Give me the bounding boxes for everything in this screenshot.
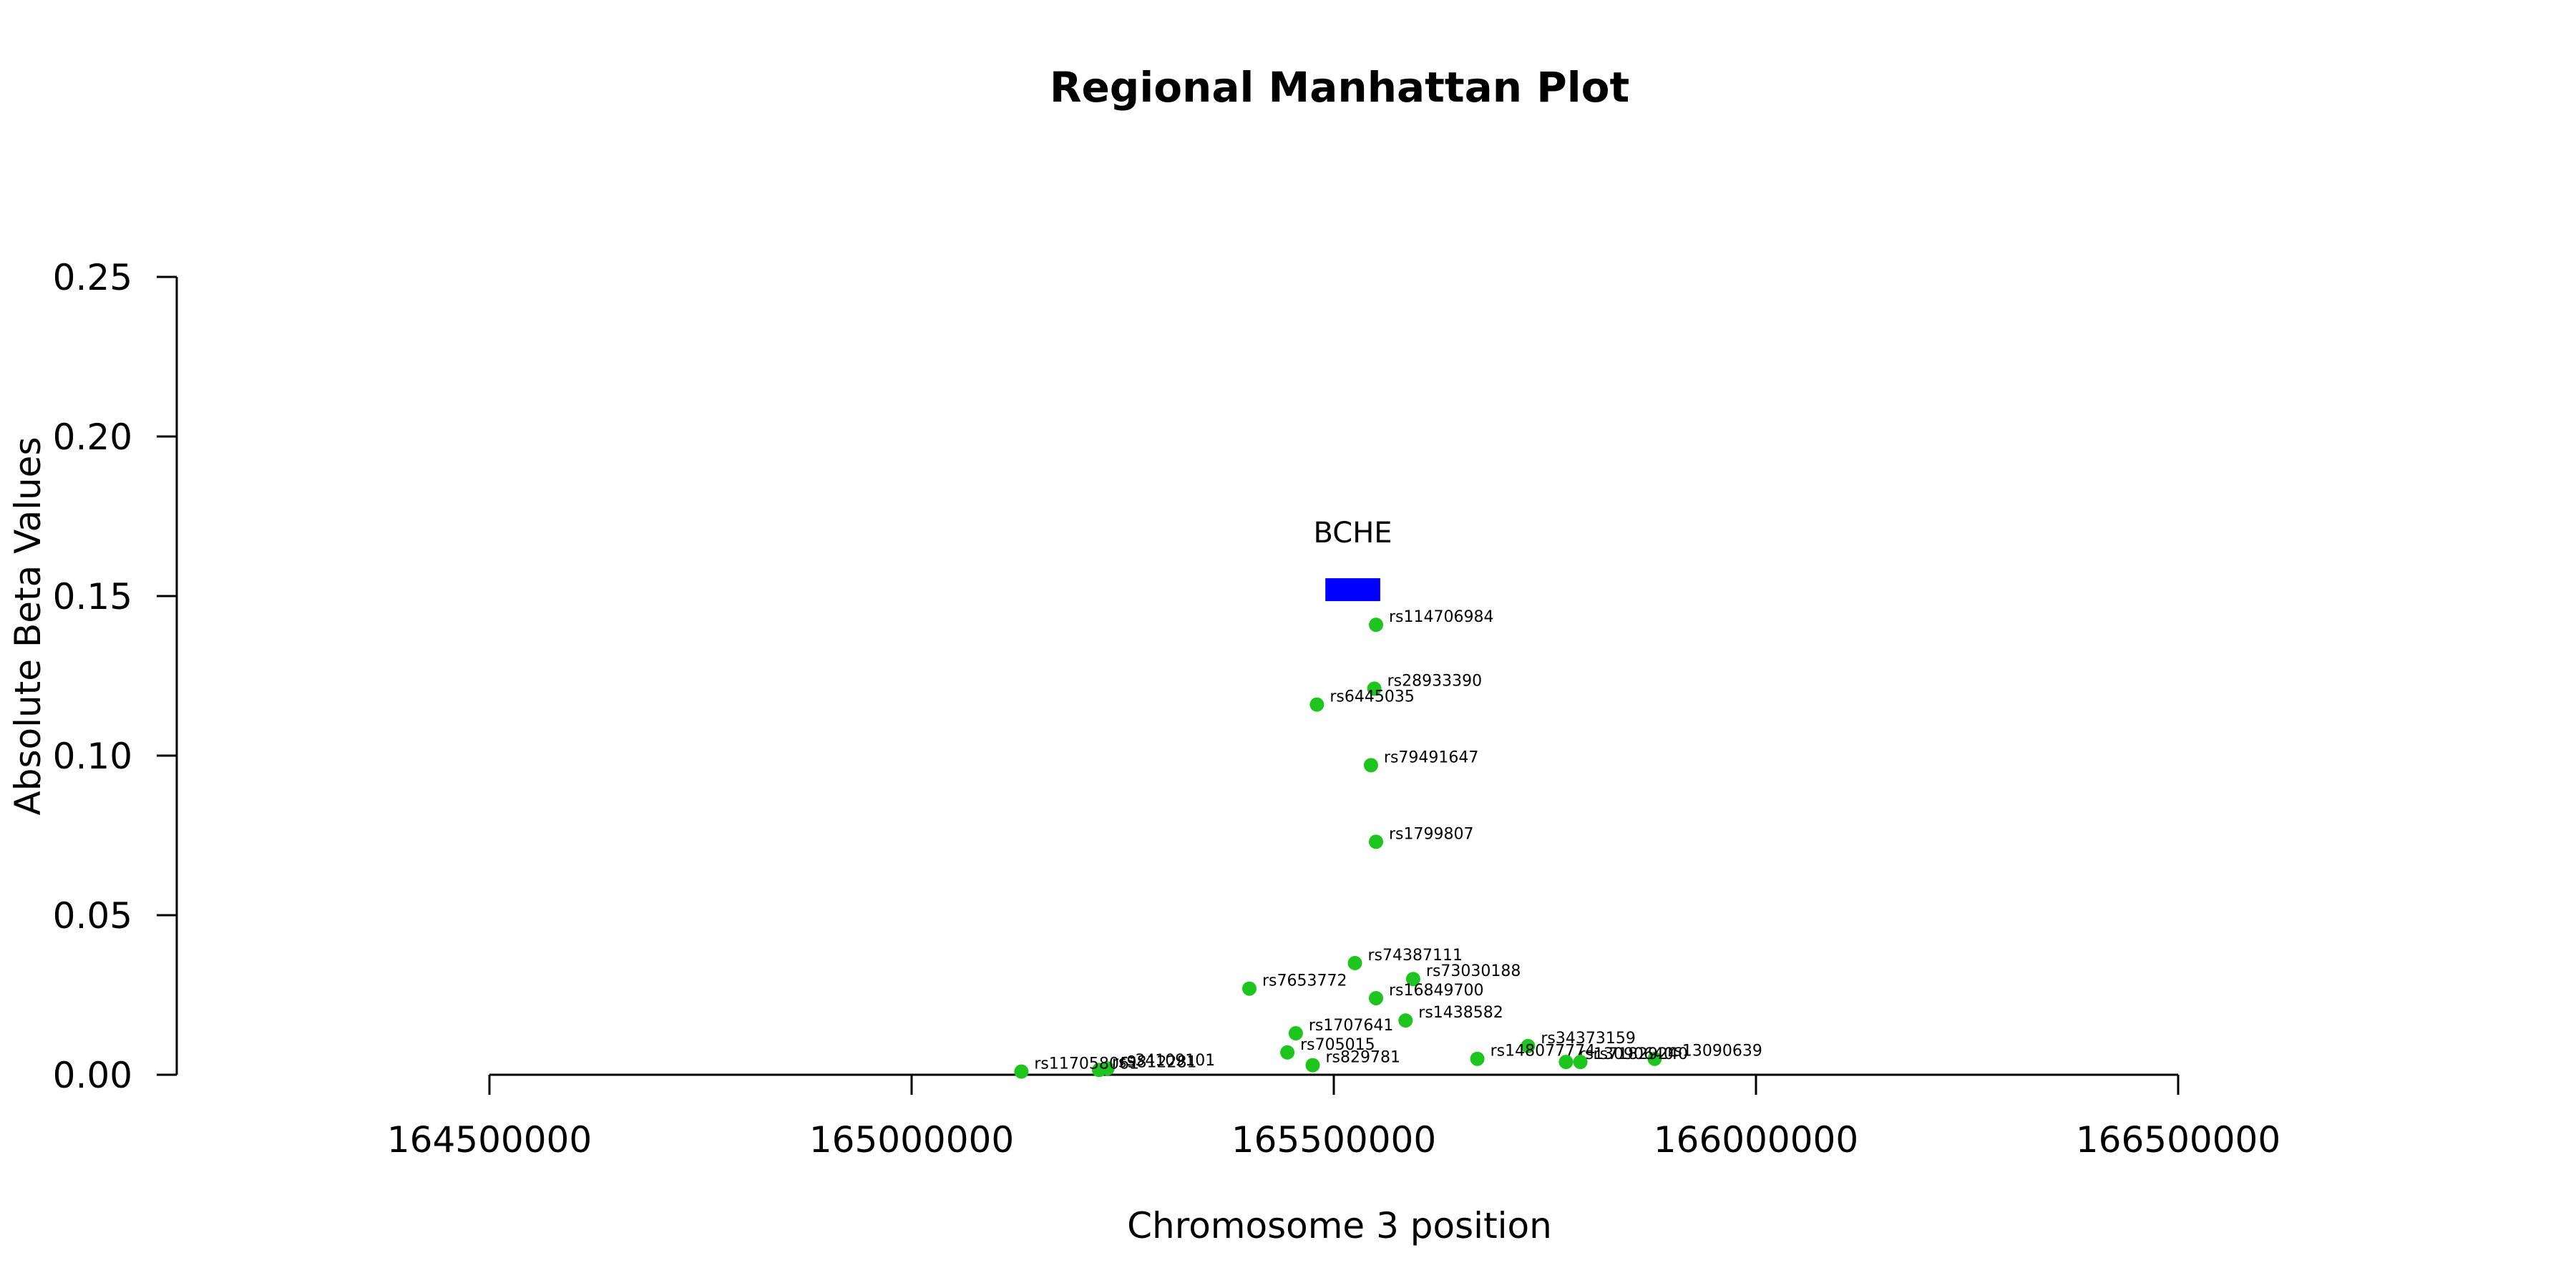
snp-point xyxy=(1280,1045,1295,1060)
snp-label: rs1438582 xyxy=(1418,1004,1503,1022)
snp-point xyxy=(1014,1064,1029,1079)
y-tick-label: 0.10 xyxy=(53,736,132,777)
x-axis: 164500000 165000000 165500000 166000000 1665… xyxy=(387,1073,2280,1161)
snp-label: rs28933390 xyxy=(1387,672,1482,690)
snp-label: rs71829240 xyxy=(1594,1045,1688,1063)
y-tick-label: 0.20 xyxy=(53,416,132,458)
y-axis: 0.00 0.05 0.10 0.15 0.20 0.25 xyxy=(53,257,178,1096)
snp-label: rs16849700 xyxy=(1389,982,1483,1000)
snp-label: rs34373159 xyxy=(1541,1030,1635,1048)
snp-point xyxy=(1369,834,1383,849)
snp-point xyxy=(1369,990,1383,1005)
x-tick-label: 166500000 xyxy=(2076,1119,2280,1161)
snp-point xyxy=(1347,955,1362,970)
y-tick-label: 0.25 xyxy=(53,257,132,298)
snp-point xyxy=(1521,1038,1536,1053)
snp-point xyxy=(1309,697,1324,712)
gene-label: BCHE xyxy=(1314,517,1392,550)
snp-point xyxy=(1091,1063,1106,1078)
y-tick-label: 0.05 xyxy=(53,895,132,937)
snp-label: rs34109101 xyxy=(1121,1052,1215,1070)
snp-point xyxy=(1470,1051,1485,1066)
y-axis-label: Absolute Beta Values xyxy=(7,437,49,816)
snp-point xyxy=(1647,1051,1662,1066)
snp-label: rs13090639 xyxy=(1667,1043,1762,1060)
snp-label: rs74387111 xyxy=(1368,947,1463,965)
snp-point xyxy=(1369,618,1383,633)
y-tick-label: 0.15 xyxy=(53,576,132,618)
snp-point xyxy=(1305,1058,1320,1073)
snp-point xyxy=(1367,681,1382,696)
snp-label: rs13090640 xyxy=(1579,1045,1674,1063)
x-axis-label: Chromosome 3 position xyxy=(1127,1205,1552,1246)
snp-point xyxy=(1398,1013,1413,1028)
chart-title: Regional Manhattan Plot xyxy=(1050,63,1629,112)
y-tick-label: 0.00 xyxy=(53,1055,132,1096)
snp-label: rs117058061 xyxy=(1034,1055,1138,1073)
snp-point xyxy=(1363,758,1378,773)
snp-point xyxy=(1573,1055,1588,1070)
gene-track: BCHE xyxy=(1314,517,1392,602)
snp-point xyxy=(1288,1026,1303,1041)
snp-label: rs1799807 xyxy=(1389,825,1474,843)
snp-label: rs705015 xyxy=(1300,1036,1375,1054)
snp-label: rs7653772 xyxy=(1262,972,1347,990)
snp-point xyxy=(1242,981,1257,996)
gene-bar xyxy=(1325,578,1380,602)
snp-label: rs1707641 xyxy=(1309,1017,1394,1035)
x-tick-label: 165500000 xyxy=(1231,1119,1436,1161)
snp-label: rs9812281 xyxy=(1112,1053,1197,1071)
snp-label: rs829781 xyxy=(1326,1049,1401,1067)
x-tick-label: 165000000 xyxy=(809,1119,1014,1161)
snp-label: rs79491647 xyxy=(1384,748,1478,766)
snp-point xyxy=(1558,1055,1574,1070)
snp-point xyxy=(1405,972,1420,987)
x-tick-label: 164500000 xyxy=(387,1119,592,1161)
snp-label: rs114706984 xyxy=(1389,608,1493,626)
x-tick-label: 166000000 xyxy=(1654,1119,1858,1161)
snp-label: rs73030188 xyxy=(1426,962,1521,980)
snp-label: rs6445035 xyxy=(1330,688,1415,706)
